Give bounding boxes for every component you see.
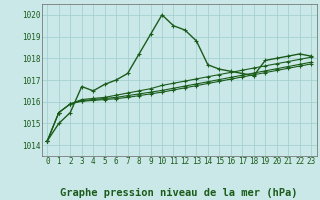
Text: Graphe pression niveau de la mer (hPa): Graphe pression niveau de la mer (hPa) [60, 188, 298, 198]
